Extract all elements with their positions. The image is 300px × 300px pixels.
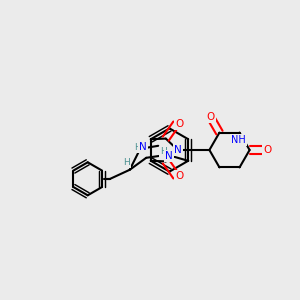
Text: O: O [206,112,214,122]
Text: N: N [174,145,182,155]
Text: N: N [139,142,147,152]
Text: O: O [175,118,183,129]
Text: H: H [134,143,141,152]
Text: O: O [175,171,183,182]
Text: O: O [263,145,272,155]
Text: N: N [165,151,172,161]
Text: H: H [160,147,167,156]
Text: NH: NH [231,135,246,145]
Text: H: H [123,158,130,167]
